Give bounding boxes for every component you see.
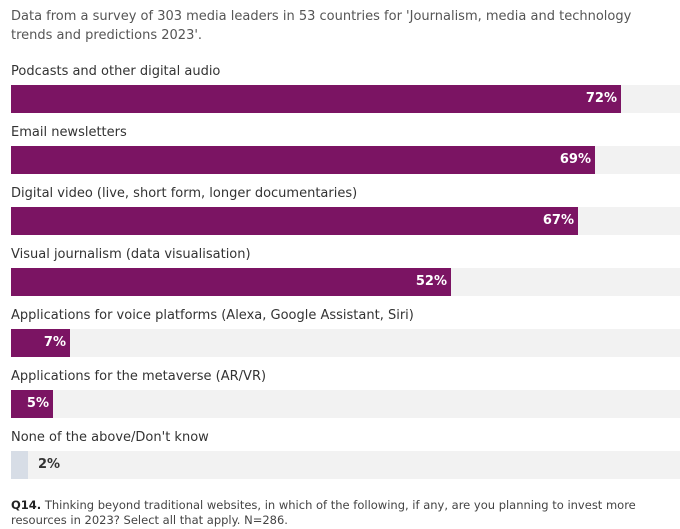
category-label: Applications for voice platforms (Alexa,… bbox=[11, 308, 414, 323]
bar-track: 7% bbox=[11, 329, 680, 357]
value-label: 5% bbox=[26, 396, 49, 411]
bar bbox=[11, 268, 451, 296]
category-label: Email newsletters bbox=[11, 125, 127, 140]
category-label: Visual journalism (data visualisation) bbox=[11, 247, 251, 262]
bar bbox=[11, 146, 595, 174]
bar-track: 2% bbox=[11, 451, 680, 479]
chart-footnote: Q14. Thinking beyond traditional website… bbox=[11, 498, 679, 528]
category-label: Applications for the metaverse (AR/VR) bbox=[11, 369, 267, 384]
value-label: 7% bbox=[43, 335, 66, 350]
bar-track: 69% bbox=[11, 146, 680, 174]
value-label: 2% bbox=[38, 457, 61, 472]
bar bbox=[11, 390, 53, 418]
bar-track: 72% bbox=[11, 85, 680, 113]
category-label: None of the above/Don't know bbox=[11, 430, 209, 445]
chart-subtitle: Data from a survey of 303 media leaders … bbox=[11, 9, 632, 43]
category-label: Podcasts and other digital audio bbox=[11, 64, 221, 79]
bar bbox=[11, 451, 28, 479]
value-label: 72% bbox=[585, 91, 617, 106]
bar bbox=[11, 329, 70, 357]
bar bbox=[11, 207, 578, 235]
question-label: Q14. bbox=[11, 498, 42, 512]
category-label: Digital video (live, short form, longer … bbox=[11, 186, 358, 201]
question-text: Thinking beyond traditional websites, in… bbox=[11, 498, 636, 527]
value-label: 52% bbox=[415, 274, 447, 289]
bar-track: 67% bbox=[11, 207, 680, 235]
value-label: 69% bbox=[559, 152, 591, 167]
bar bbox=[11, 85, 621, 113]
bar-track: 5% bbox=[11, 390, 680, 418]
value-label: 67% bbox=[542, 213, 574, 228]
bar-track: 52% bbox=[11, 268, 680, 296]
